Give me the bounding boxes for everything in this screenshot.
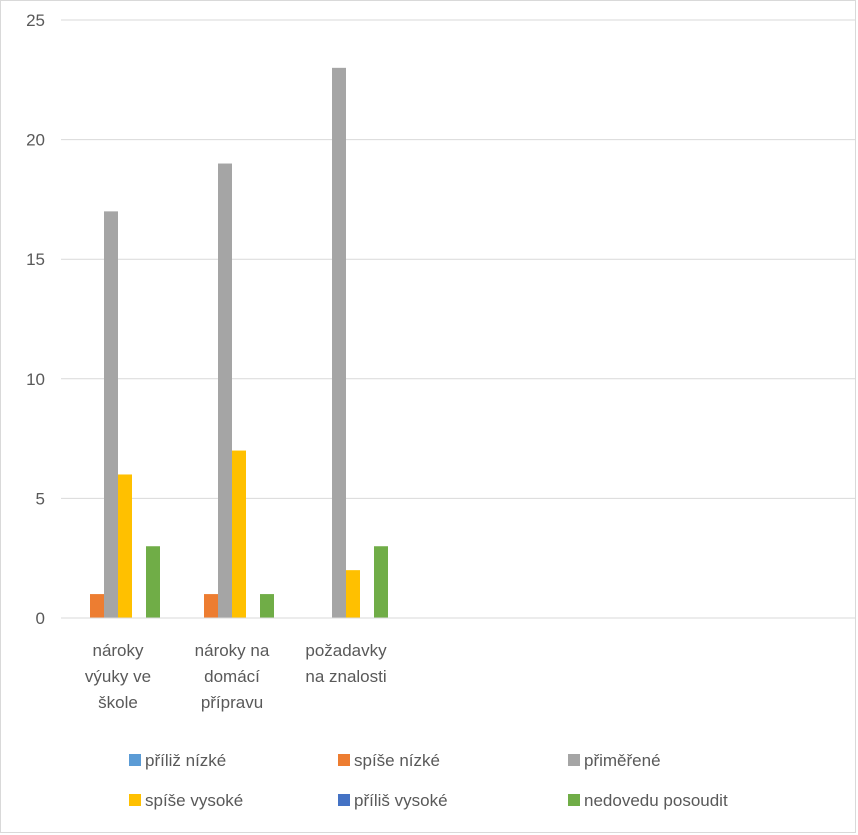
- legend-swatch: [568, 754, 580, 766]
- legend-swatch: [568, 794, 580, 806]
- bar: [346, 570, 360, 618]
- legend-label: přiměřené: [584, 751, 661, 770]
- y-tick-label: 10: [26, 370, 45, 389]
- bar: [146, 546, 160, 618]
- bar: [90, 594, 104, 618]
- bar: [332, 67, 346, 619]
- legend-item: příliž nízké: [129, 751, 226, 770]
- bar: [104, 211, 118, 619]
- y-tick-label: 0: [36, 609, 45, 628]
- bar: [118, 474, 132, 618]
- y-tick-label: 20: [26, 131, 45, 150]
- y-tick-label: 15: [26, 250, 45, 269]
- legend-label: nedovedu posoudit: [584, 791, 728, 810]
- legend: příliž nízké spíše nízké přiměřené spíše vy…: [129, 751, 728, 810]
- bar: [260, 594, 274, 618]
- legend-swatch: [129, 754, 141, 766]
- y-axis-ticks: 0 5 10 15 20 25: [26, 11, 45, 628]
- legend-swatch: [338, 754, 350, 766]
- x-category-label: požadavky na znalosti: [305, 641, 387, 686]
- legend-swatch: [129, 794, 141, 806]
- legend-label: spíše nízké: [354, 751, 440, 770]
- x-category-label: nároky na domácí přípravu: [195, 641, 270, 712]
- bar: [232, 450, 246, 618]
- legend-item: spíše nízké: [338, 751, 440, 770]
- y-tick-label: 25: [26, 11, 45, 30]
- legend-label: příliš vysoké: [354, 791, 448, 810]
- legend-label: spíše vysoké: [145, 791, 243, 810]
- legend-swatch: [338, 794, 350, 806]
- bar: [218, 163, 232, 618]
- legend-label: příliž nízké: [145, 751, 226, 770]
- gridlines: [61, 19, 856, 499]
- legend-item: přiměřené: [568, 751, 661, 770]
- bar: [204, 594, 218, 618]
- bar: [374, 546, 388, 618]
- legend-item: nedovedu posoudit: [568, 791, 728, 810]
- legend-item: spíše vysoké: [129, 791, 243, 810]
- x-category-label: nároky výuky ve škole: [85, 641, 151, 712]
- bars: [90, 67, 388, 619]
- y-tick-label: 5: [36, 489, 45, 508]
- x-axis-categories: nároky výuky ve škole nároky na domácí přípra…: [85, 641, 387, 712]
- legend-item: příliš vysoké: [338, 791, 448, 810]
